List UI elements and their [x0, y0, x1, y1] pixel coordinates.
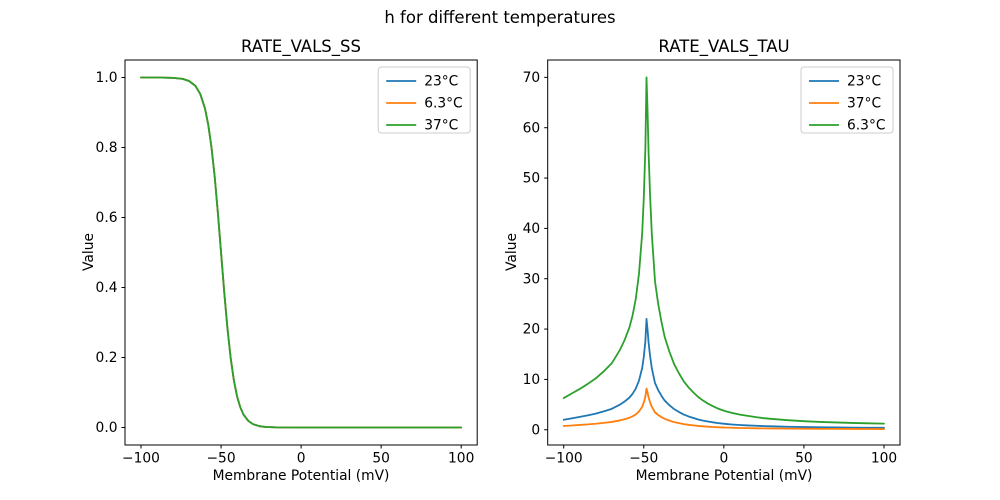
y-tick-group: 0.0 0.2 0.4 0.6 0.8 1.0: [96, 70, 125, 436]
y-axis-label-tau: Value: [504, 233, 520, 271]
legend: 23°C 6.3°C 37°C: [377, 66, 471, 134]
y-tick-label: 1.0: [96, 70, 118, 86]
y-tick-label: 10: [523, 372, 541, 388]
series-line-6.3C: [562, 76, 885, 425]
legend-label: 23°C: [847, 74, 881, 90]
panel-title-ss: RATE_VALS_SS: [241, 37, 361, 56]
y-axis-label-ss: Value: [81, 233, 97, 271]
figure-title: h for different temperatures: [384, 8, 616, 27]
x-tick-label: 50: [372, 451, 390, 467]
panel-0: −100 −50 0 50 100 0.0 0.2 0.4 0.6 0.8 1.0 23°C 6.3°C…: [96, 59, 478, 467]
legend: 23°C 37°C 6.3°C: [800, 66, 894, 134]
x-tick-label: −50: [206, 451, 235, 467]
x-tick-label: 100: [871, 451, 897, 467]
legend-label: 6.3°C: [847, 118, 885, 134]
legend-label: 37°C: [847, 96, 881, 112]
x-tick-label: 0: [719, 451, 728, 467]
legend-label: 6.3°C: [424, 96, 462, 112]
legend-label: 37°C: [424, 118, 458, 134]
x-axis-label-tau: Membrane Potential (mV): [635, 468, 813, 484]
x-tick-label: −100: [545, 451, 583, 467]
y-tick-label: 40: [523, 221, 541, 237]
y-tick-label: 60: [523, 120, 541, 136]
legend-label: 23°C: [424, 74, 458, 90]
y-tick-group: 0 10 20 30 40 50 60 70: [523, 70, 548, 438]
x-tick-label: 50: [795, 451, 813, 467]
y-tick-label: 0: [531, 422, 540, 438]
series-line-37C: [140, 76, 463, 429]
y-tick-label: 0.2: [96, 350, 118, 366]
legend-box: [377, 66, 471, 134]
y-tick-label: 0.6: [96, 210, 118, 226]
x-tick-group: −100 −50 0 50 100: [122, 445, 474, 467]
x-tick-label: −50: [629, 451, 658, 467]
x-axis-label-ss: Membrane Potential (mV): [212, 468, 390, 484]
x-tick-group: −100 −50 0 50 100: [545, 445, 897, 467]
x-tick-label: 100: [448, 451, 474, 467]
y-tick-label: 20: [523, 322, 541, 338]
y-tick-label: 0.0: [96, 420, 118, 436]
y-tick-label: 30: [523, 271, 541, 287]
y-tick-label: 70: [523, 70, 541, 86]
series-line-23C: [562, 318, 885, 429]
y-tick-label: 0.4: [96, 280, 118, 296]
panel-title-tau: RATE_VALS_TAU: [658, 37, 790, 56]
x-tick-label: 0: [297, 451, 306, 467]
panel-1: −100 −50 0 50 100 0 10 20 30 40 50 60 70 23°C 37°C 6.3°…: [523, 59, 901, 467]
x-tick-label: −100: [122, 451, 160, 467]
y-tick-label: 50: [523, 171, 541, 187]
y-tick-label: 0.8: [96, 140, 118, 156]
series-line-37C: [562, 387, 885, 430]
legend-box: [800, 66, 894, 134]
